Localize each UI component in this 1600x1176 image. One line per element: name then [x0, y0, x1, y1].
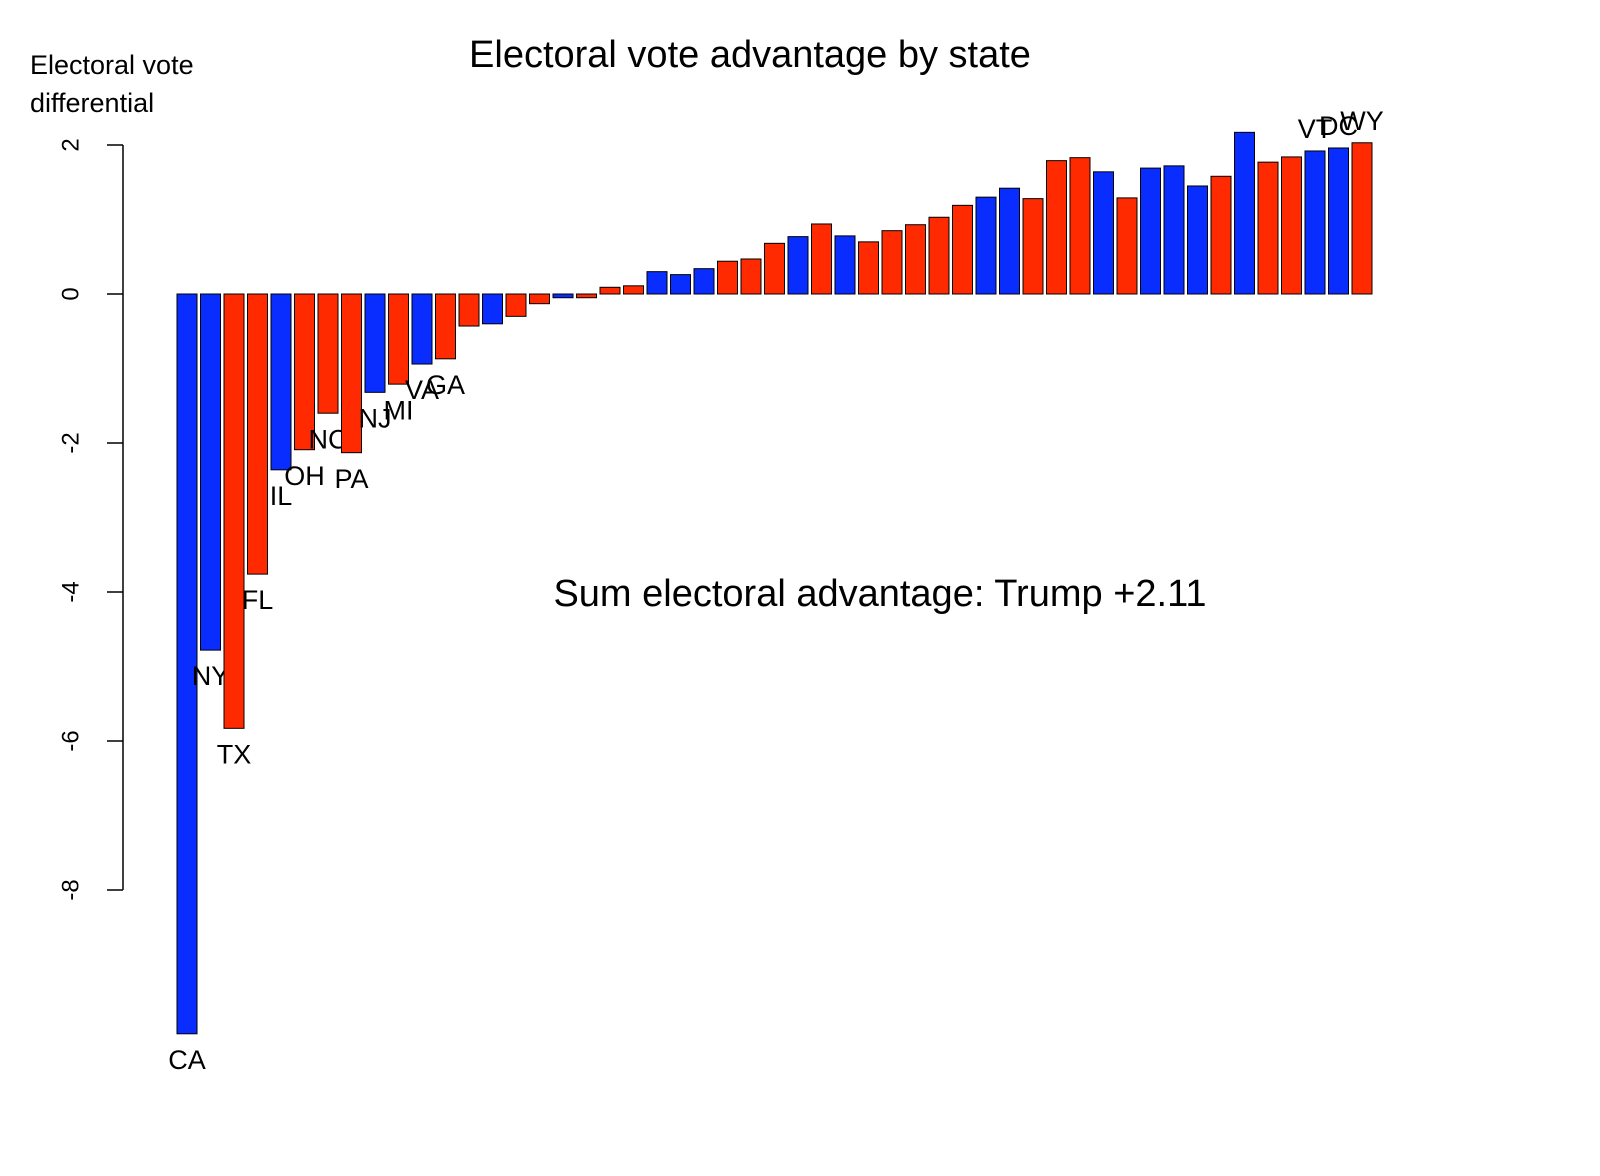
bar-label: TX	[217, 739, 252, 769]
bar-label: PA	[334, 464, 368, 494]
bar	[270, 293, 292, 471]
bar-label: VA	[405, 375, 439, 405]
bar	[1163, 165, 1185, 295]
bar-label: WY	[1340, 106, 1384, 136]
bar	[834, 235, 856, 295]
bar	[200, 293, 221, 651]
y-axis-label: Electoral vote	[30, 50, 194, 80]
bar	[529, 293, 550, 305]
bar	[1140, 167, 1161, 295]
bar	[670, 274, 691, 295]
y-axis-label: differential	[30, 88, 154, 118]
bar	[1351, 142, 1373, 295]
bar-label: FL	[242, 585, 274, 615]
bar	[341, 293, 362, 454]
bar	[1046, 160, 1067, 295]
bar-label: IL	[270, 481, 293, 511]
bar	[458, 293, 480, 327]
bar	[646, 271, 668, 295]
bar	[317, 293, 339, 414]
bar	[599, 286, 621, 295]
bar	[999, 187, 1020, 295]
bar	[787, 236, 809, 295]
bar	[1304, 150, 1326, 295]
bar	[1210, 175, 1232, 295]
y-tick-label: -8	[57, 879, 84, 900]
bar	[223, 293, 245, 729]
bar	[1234, 131, 1255, 295]
bar	[952, 204, 973, 295]
bar	[881, 230, 903, 295]
bar-label: VT	[1298, 114, 1333, 144]
bar	[905, 224, 926, 295]
bar	[1093, 171, 1114, 295]
bar	[435, 293, 456, 360]
bar	[693, 268, 715, 295]
bar-label: CA	[168, 1045, 206, 1075]
bar	[858, 241, 879, 295]
y-tick-label: 2	[57, 138, 84, 151]
y-tick-label: -2	[57, 432, 84, 453]
bar	[1328, 147, 1349, 295]
annotation: Sum electoral advantage: Trump +2.11	[553, 573, 1206, 615]
bar	[1257, 161, 1279, 295]
bar	[811, 223, 832, 295]
bar-label: NJ	[359, 403, 392, 433]
bar	[623, 285, 644, 295]
bar	[482, 293, 503, 325]
bar	[764, 242, 785, 295]
bar	[294, 293, 315, 451]
chart-title: Electoral vote advantage by state	[469, 34, 1031, 76]
bar	[1022, 198, 1044, 295]
bar-label: OH	[284, 461, 325, 491]
bar	[975, 196, 997, 295]
bar	[388, 293, 409, 385]
bar	[717, 260, 738, 295]
bar	[1116, 197, 1138, 295]
bar	[247, 293, 268, 575]
y-tick-label: -4	[57, 581, 84, 602]
y-tick-label: 0	[57, 287, 84, 300]
bar	[1187, 185, 1208, 295]
bar	[364, 293, 386, 393]
bar-label: DC	[1319, 111, 1358, 141]
bar	[1069, 157, 1091, 295]
bar	[740, 258, 762, 295]
bar-label: MI	[384, 395, 414, 425]
bar	[576, 293, 597, 299]
bar-label: GA	[426, 370, 465, 400]
y-tick-label: -6	[57, 730, 84, 751]
bar	[505, 293, 527, 317]
bar	[928, 216, 950, 295]
bar	[552, 293, 574, 299]
bar	[1281, 156, 1302, 295]
bar-label: NY	[192, 661, 230, 691]
bar	[176, 293, 198, 1035]
bar	[411, 293, 433, 365]
